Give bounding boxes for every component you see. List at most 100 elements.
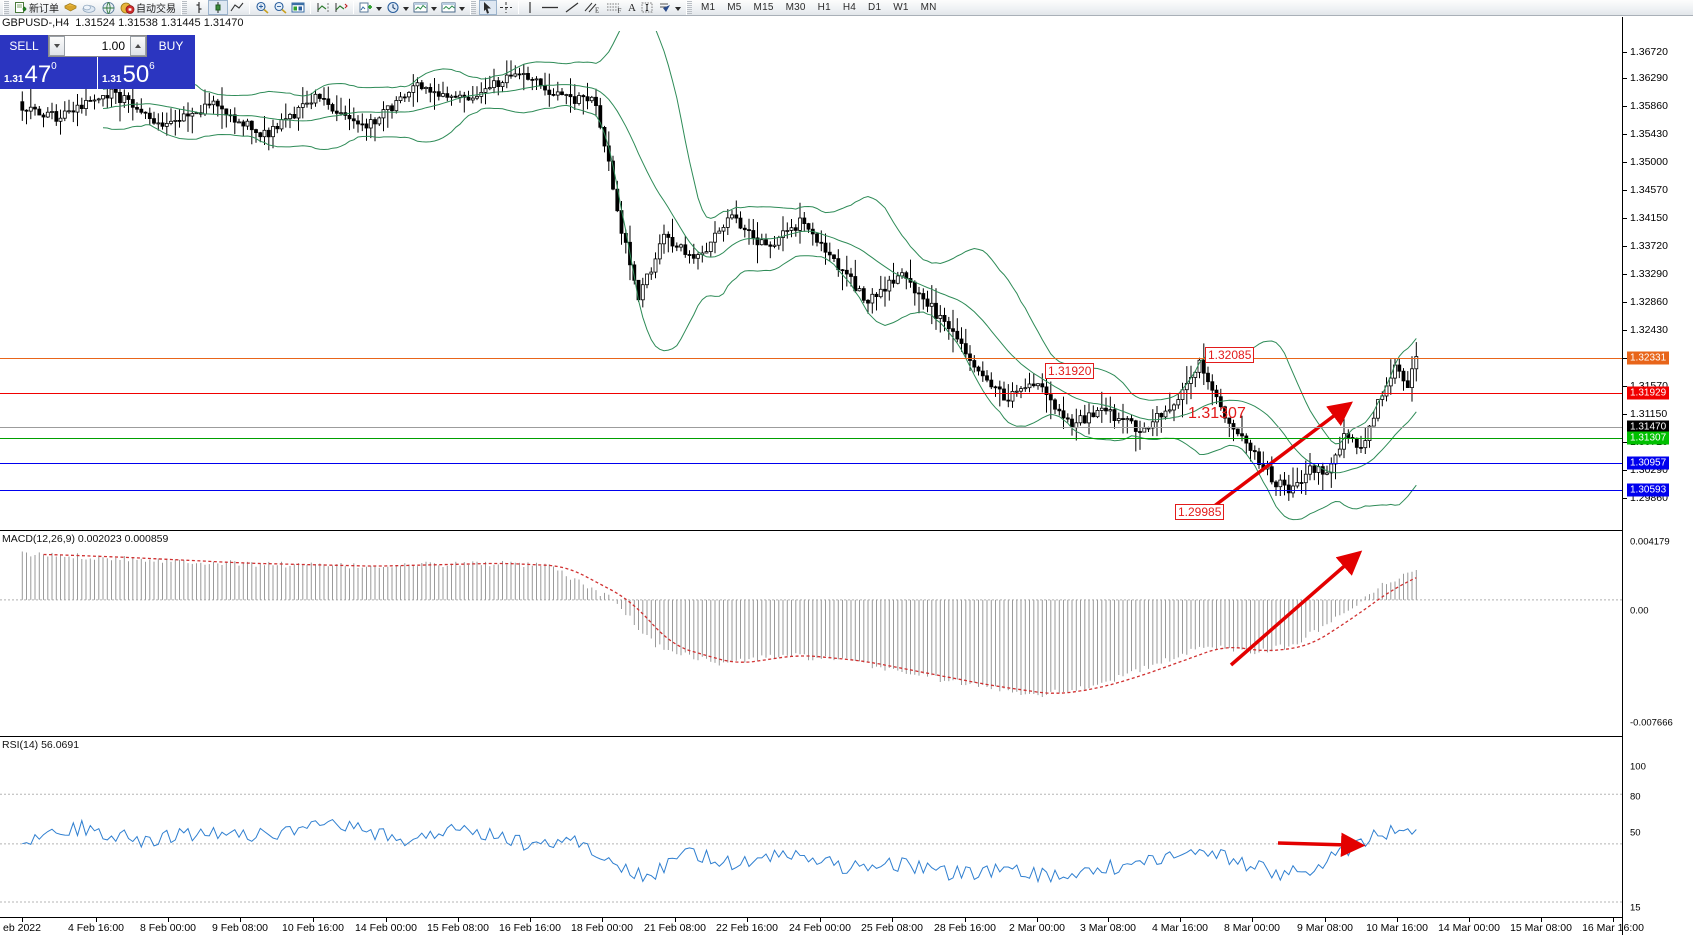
fibonacci-retracement-icon[interactable]: F xyxy=(604,0,626,15)
metaeditor-button[interactable] xyxy=(61,0,80,15)
timeframe-mn[interactable]: MN xyxy=(920,2,937,13)
market-watch-button[interactable] xyxy=(99,0,118,15)
price-scale-label: 1.35430 xyxy=(1630,128,1668,140)
timeframe-m1[interactable]: M1 xyxy=(700,2,716,13)
template-icon[interactable] xyxy=(411,0,430,15)
timeframe-m30[interactable]: M30 xyxy=(785,2,806,13)
horizontal-line-level-red[interactable] xyxy=(0,393,1622,394)
zoom-in-icon[interactable] xyxy=(253,0,271,15)
toolbar-grip-3[interactable] xyxy=(470,0,476,15)
crosshair-icon[interactable] xyxy=(497,0,515,15)
macd-scale-label: -0.007666 xyxy=(1630,717,1673,729)
price-level-level-blue-1[interactable]: 1.30957 xyxy=(1627,456,1670,470)
templates-dropdown-caret[interactable] xyxy=(431,6,437,11)
price-scale-label: 1.34150 xyxy=(1630,212,1668,224)
time-axis-label: 15 Feb 08:00 xyxy=(427,922,489,934)
periods-dropdown-caret[interactable] xyxy=(403,6,409,11)
text-label-icon[interactable]: A xyxy=(628,1,636,14)
time-axis-label: 10 Mar 16:00 xyxy=(1366,922,1428,934)
price-tick xyxy=(1623,106,1627,107)
cursor-icon[interactable] xyxy=(479,0,497,15)
timeframe-h4[interactable]: H4 xyxy=(842,2,857,13)
ask-price-display[interactable]: 1.31 50 6 xyxy=(98,57,195,89)
candlestick-chart-icon[interactable] xyxy=(208,0,228,15)
price-level-level-blue-2[interactable]: 1.30593 xyxy=(1627,483,1670,497)
line-chart-icon[interactable] xyxy=(228,0,246,15)
timeframe-m15[interactable]: M15 xyxy=(753,2,774,13)
add-indicator-icon[interactable] xyxy=(357,0,375,15)
volume-increase-button[interactable] xyxy=(130,36,146,56)
rsi-scale-label: 15 xyxy=(1630,902,1641,914)
new-order-button[interactable]: 新订单 xyxy=(12,0,61,15)
time-axis-label: 18 Feb 00:00 xyxy=(571,922,633,934)
time-axis: eb 2022 4 Feb 16:00 8 Feb 00:00 9 Feb 08:00… xyxy=(0,917,1644,935)
rsi-plot[interactable] xyxy=(0,737,1622,917)
sell-button[interactable]: SELL xyxy=(0,35,48,57)
bid-price-display[interactable]: 1.31 47 0 xyxy=(0,57,97,89)
horizontal-line-level-blue-2[interactable] xyxy=(0,490,1622,491)
horizontal-line-level-blue-1[interactable] xyxy=(0,463,1622,464)
macd-scale-label: 0.00 xyxy=(1630,605,1649,617)
price-level-level-green[interactable]: 1.31307 xyxy=(1627,431,1670,445)
zoom-out-icon[interactable] xyxy=(271,0,289,15)
shapes-dropdown-caret[interactable] xyxy=(674,6,681,11)
timeframe-m5[interactable]: M5 xyxy=(727,2,742,13)
time-axis-label: 4 Feb 16:00 xyxy=(67,922,125,934)
equidistant-channel-icon[interactable]: E xyxy=(582,0,604,15)
one-click-trading-panel[interactable]: SELL 1.00 BUY 1.31 47 0 1.31 50 6 xyxy=(0,35,195,89)
toolbar-grip[interactable] xyxy=(3,0,9,15)
macd-scale-label: 0.004179 xyxy=(1630,536,1670,548)
indicator-dropdown-caret[interactable] xyxy=(376,6,382,11)
rsi-pane-divider xyxy=(0,736,1622,737)
macd-indicator-label: MACD(12,26,9) 0.002023 0.000859 xyxy=(2,533,169,545)
bid-price-main: 47 xyxy=(24,61,52,88)
volume-input[interactable]: 1.00 xyxy=(48,35,147,57)
toolbar-grip-4[interactable] xyxy=(685,0,692,15)
chart-window-caret[interactable] xyxy=(459,6,465,11)
macd-plot[interactable] xyxy=(0,531,1622,731)
bid-price-fraction: 0 xyxy=(51,61,57,72)
timeframe-h1[interactable]: H1 xyxy=(817,2,831,13)
timeframe-w1[interactable]: W1 xyxy=(893,2,909,13)
price-chart-plot[interactable] xyxy=(0,31,1622,521)
price-tick xyxy=(1623,190,1627,191)
vertical-line-icon[interactable] xyxy=(522,0,538,15)
volume-decrease-button[interactable] xyxy=(49,36,65,56)
ohlc-close: 1.31470 xyxy=(203,17,244,29)
timeframe-d1[interactable]: D1 xyxy=(868,2,882,13)
price-level-level-current[interactable]: 1.31470 xyxy=(1627,420,1670,434)
time-axis-label: 22 Feb 16:00 xyxy=(716,922,778,934)
time-tick xyxy=(1613,918,1614,922)
bar-chart-icon[interactable] xyxy=(190,0,208,15)
auto-scroll-icon[interactable] xyxy=(314,0,332,15)
price-scale-label: 1.31150 xyxy=(1630,408,1668,420)
open-data-folder-button[interactable] xyxy=(80,0,99,15)
toolbar-grip-2[interactable] xyxy=(181,0,187,15)
price-scale[interactable]: 1.36720 1.36290 1.35860 1.35430 1.35000 1.345… xyxy=(1622,17,1693,935)
horizontal-line-level-green[interactable] xyxy=(0,438,1622,439)
horizontal-line-level-current[interactable] xyxy=(0,427,1622,428)
ask-price-fraction: 6 xyxy=(149,61,155,72)
chart-shift-icon[interactable] xyxy=(289,0,307,15)
time-tick xyxy=(240,918,241,922)
text-box-icon[interactable] xyxy=(638,0,656,15)
chart-window-icon[interactable] xyxy=(439,0,458,15)
volume-value[interactable]: 1.00 xyxy=(101,39,125,53)
price-level-level-orange[interactable]: 1.32331 xyxy=(1627,351,1670,365)
horizontal-line-icon[interactable] xyxy=(538,0,562,15)
time-axis-label: 4 Mar 16:00 xyxy=(1151,922,1209,934)
price-tick xyxy=(1623,470,1627,471)
horizontal-line-level-orange[interactable] xyxy=(0,358,1622,359)
shapes-icon[interactable] xyxy=(656,0,674,15)
svg-text:F: F xyxy=(618,7,622,14)
price-level-level-red[interactable]: 1.31929 xyxy=(1627,386,1670,400)
time-axis-label: 16 Feb 16:00 xyxy=(499,922,561,934)
autotrading-button[interactable]: 自动交易 xyxy=(118,0,178,15)
clock-icon[interactable] xyxy=(384,0,402,15)
ohlc-high: 1.31538 xyxy=(118,17,158,29)
buy-button[interactable]: BUY xyxy=(147,35,195,57)
chart-window[interactable]: GBPUSD-,H4 1.31524 1.31538 1.31445 1.3147… xyxy=(0,17,1693,935)
chart-shift-end-icon[interactable] xyxy=(332,0,350,15)
price-tick xyxy=(1623,358,1627,359)
trendline-icon[interactable] xyxy=(562,0,582,15)
